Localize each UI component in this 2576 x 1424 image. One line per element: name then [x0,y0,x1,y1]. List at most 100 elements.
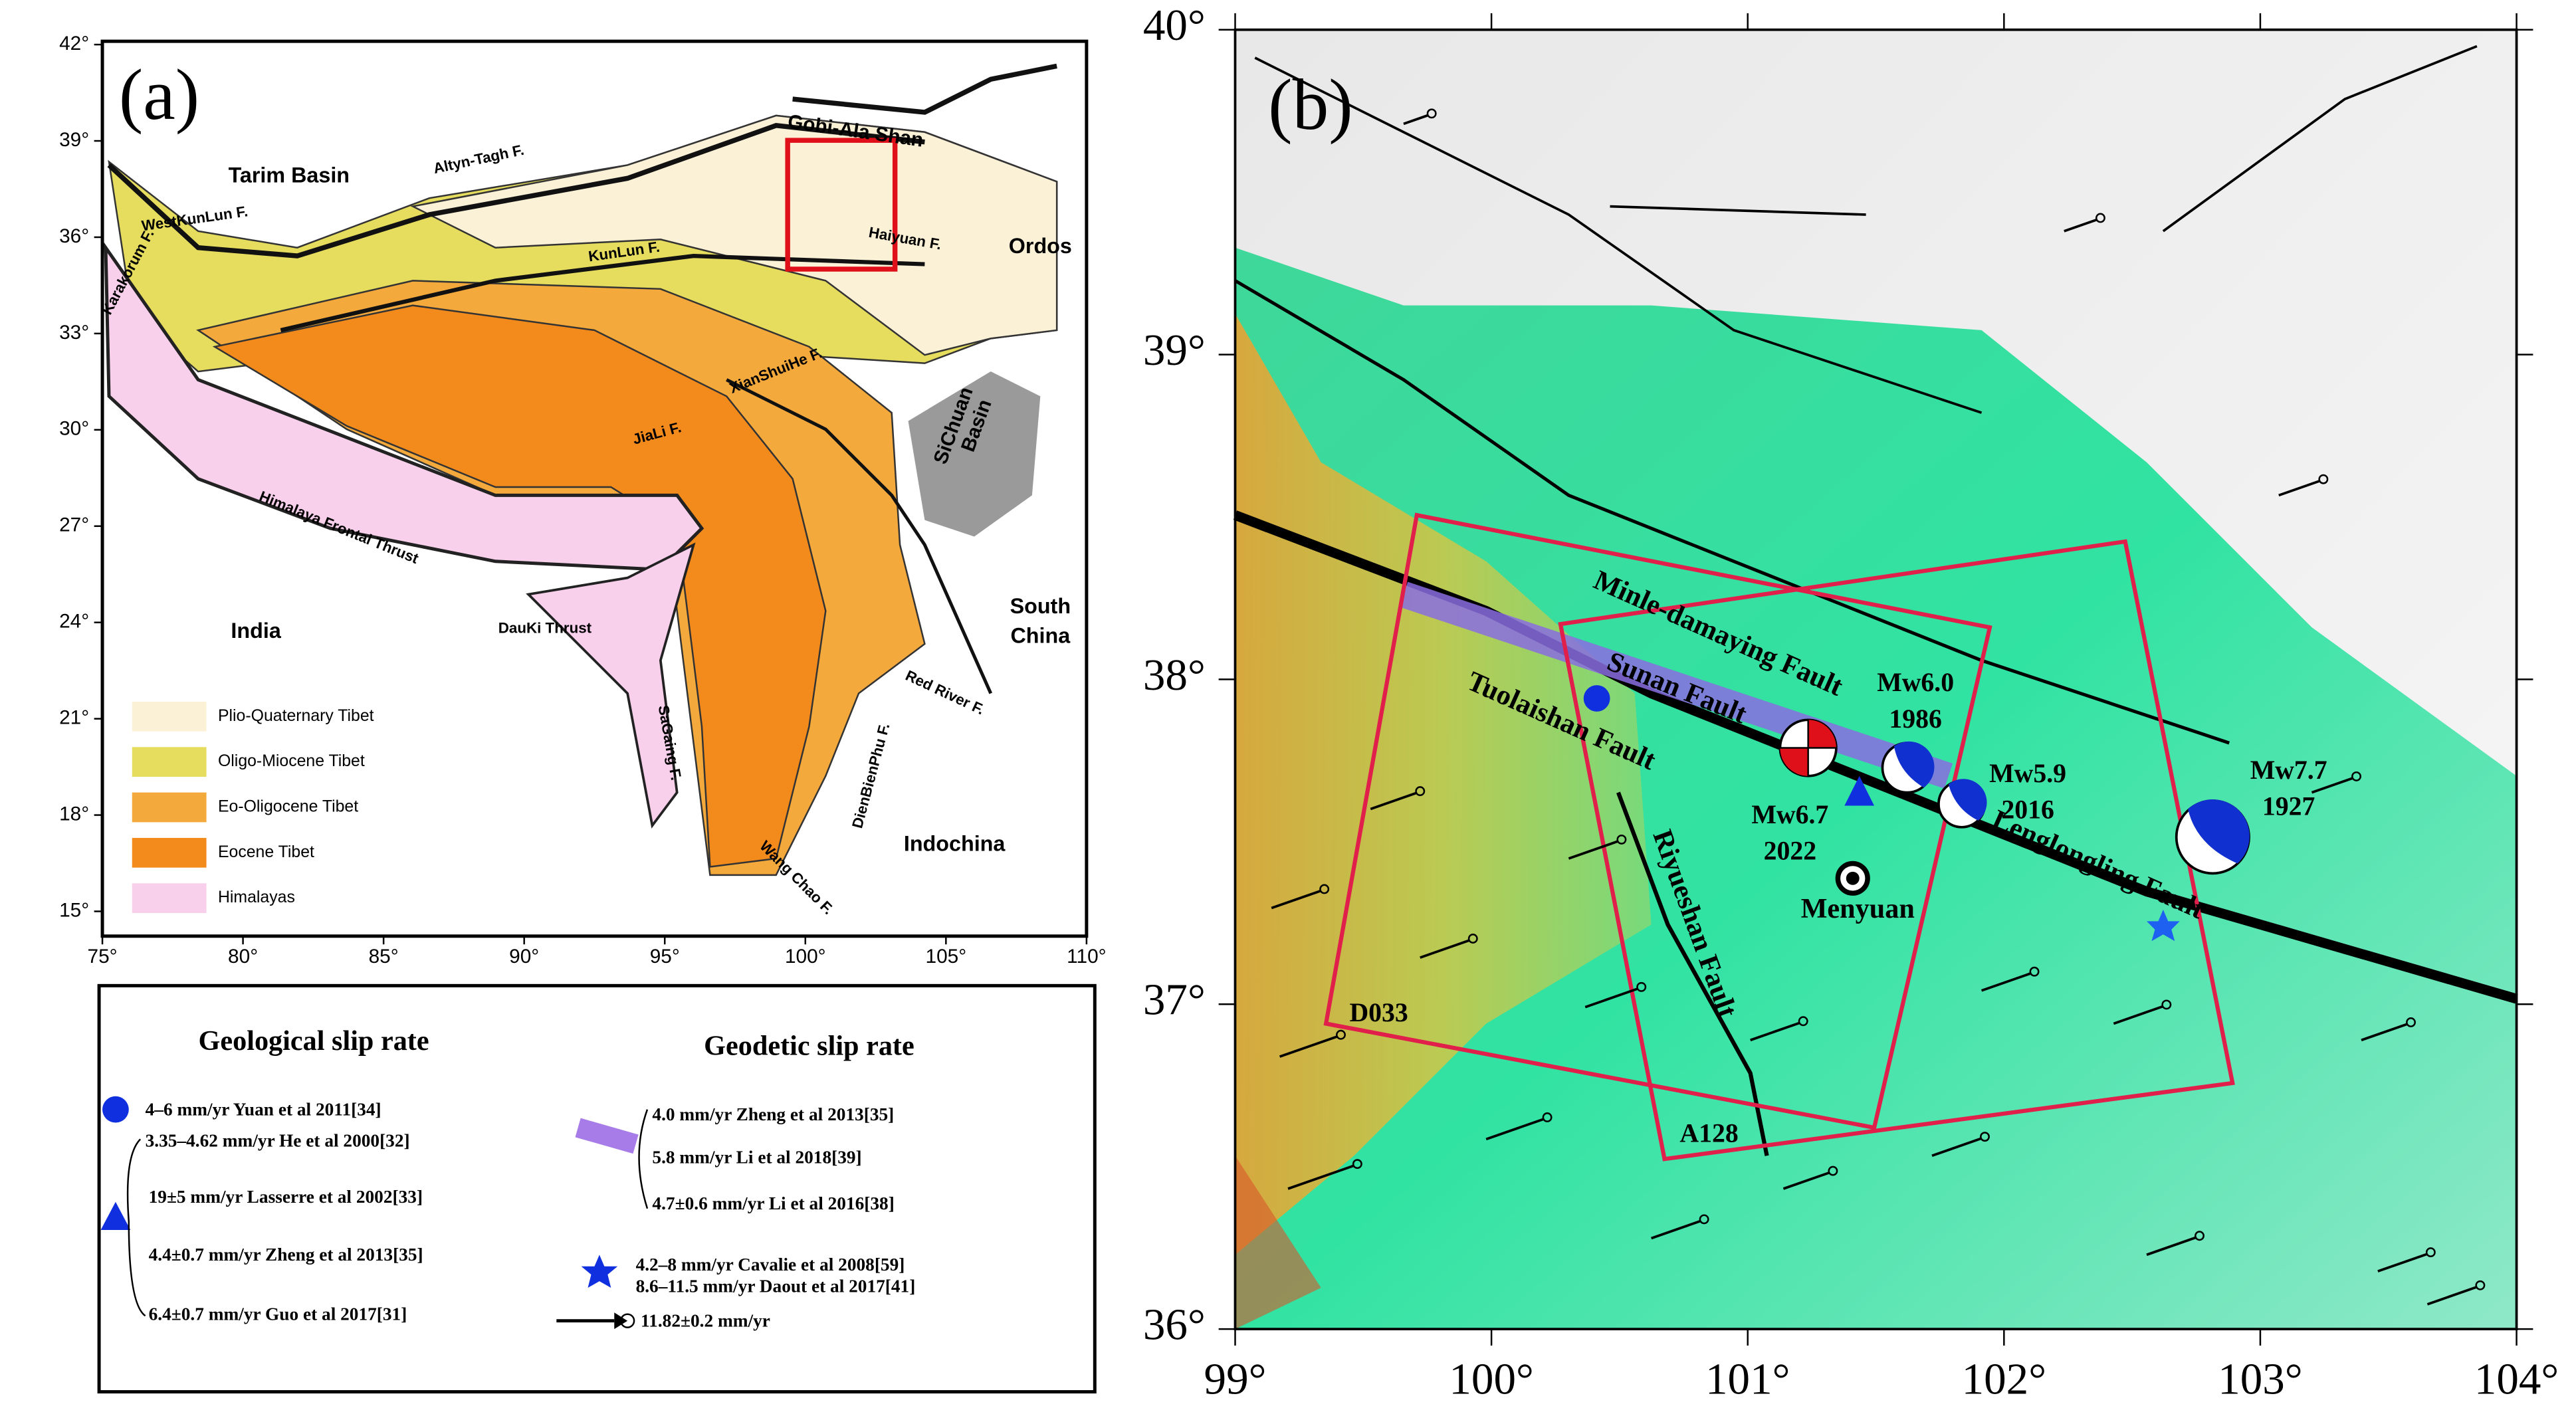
x-tick-label: 80° [228,946,258,967]
gps-error [1980,1132,1990,1142]
place-label: D033 [1349,998,1408,1027]
x-tick-label: 100° [785,946,826,967]
place-label: A128 [1679,1119,1738,1148]
legend-swatch [132,792,207,823]
fault-line [107,123,925,258]
legend-bracket [126,1138,146,1317]
legend-entry: 4.0 mm/yr Zheng et al 2013[35] [652,1104,894,1124]
legend-entry: 8.6–11.5 mm/yr Daout et al 2017[41] [636,1276,916,1296]
y-tick-label: 36° [1143,1300,1206,1350]
event-magnitude: Mw5.9 [1989,759,2066,788]
gps-error [2351,771,2362,781]
gps-arrow [2113,1005,2164,1025]
legend-frame [97,983,1097,1394]
gps-error [1352,1159,1362,1170]
legend-symbol [581,1255,618,1288]
y-tick-label: 15° [59,899,89,921]
legend-entry: 4.4±0.7 mm/yr Zheng et al 2013[35] [149,1245,423,1265]
gps-error [2406,1017,2416,1027]
panel-a [100,39,1089,938]
geodetic-site [2147,910,2180,942]
gps-vectors [1271,108,2486,1306]
y-tick-label: 40° [1143,0,1206,50]
gps-arrow [1403,114,1429,126]
legend-label: Oligo-Miocene Tibet [218,752,365,770]
place-label: China [1010,624,1071,648]
gps-error [1636,981,1647,992]
y-tick-label: 24° [59,611,89,633]
gps-arrow [1279,1035,1339,1058]
y-tick-label: 39° [1143,325,1206,375]
gps-arrow [1420,939,1470,959]
legend-entry: 19±5 mm/yr Lasserre et al 2002[33] [149,1187,423,1207]
gps-error [2095,213,2105,223]
focal-mechanism [2175,799,2250,875]
legend-entry: 4.2–8 mm/yr Cavalie et al 2008[59] [636,1255,905,1274]
y-tick-label: 30° [59,418,89,440]
event-magnitude: Mw6.7 [1751,800,1828,829]
legend-entry: 3.35–4.62 mm/yr He et al 2000[32] [146,1131,410,1151]
x-tick-label: 95° [650,946,680,967]
place-label: Indochina [904,832,1006,856]
gps-arrow [1271,889,1322,910]
gps-error [2425,1247,2436,1258]
x-tick-label: 90° [509,946,539,967]
gps-error [1828,1166,1838,1176]
fault-line [1234,279,2230,745]
x-tick-label: 100° [1449,1354,1533,1404]
gps-error [1319,884,1330,894]
gps-error [2318,474,2329,484]
event-magnitude: Mw7.7 [2250,756,2327,785]
event-magnitude: Mw6.0 [1877,668,1954,697]
place-label: South [1010,594,1071,618]
event-year: 2022 [1764,837,1817,866]
eocene-zone [212,304,827,868]
gps-arrow [1750,1021,1800,1042]
legend-swatch [132,701,207,732]
gps-error [1467,934,1478,944]
gps-error [2161,999,2172,1010]
legend-label: Plio-Quaternary Tibet [218,707,374,725]
place-label: Tarim Basin [229,163,350,187]
legend-entry: 5.8 mm/yr Li et al 2018[39] [652,1147,861,1167]
y-tick-label: 18° [59,803,89,825]
gps-arrow [1981,971,2032,992]
gps-arrow [2377,1253,2428,1272]
event-year: 2016 [2001,795,2054,825]
place-label: Menyuan [1801,893,1915,924]
gps-error [1542,1112,1553,1122]
highland-relief [1235,1156,1321,1330]
gps-arrow [2311,777,2354,794]
gps-arrow [1568,840,1619,860]
geologic-site [1844,775,1875,806]
y-tick-label: 21° [59,707,89,729]
x-tick-label: 104° [2474,1354,2559,1404]
legend-symbol [100,1201,131,1231]
place-label: Ordos [1009,234,1072,258]
fault-line [792,63,1057,115]
fault-line [1616,791,1769,1156]
legend-label: Eo-Oligocene Tibet [218,798,358,816]
slip-rate-band [1399,581,1953,789]
himalaya-eastern-zone [526,542,696,829]
y-tick-label: 27° [59,514,89,536]
fault-line [1254,56,1983,414]
focal-mechanism [1778,718,1838,777]
gps-arrow [1370,791,1418,811]
legend-symbol [102,1096,129,1123]
legend-title: Geological slip rate [199,1025,429,1057]
gps-arrow [1782,1171,1830,1190]
legend-label: Himalayas [218,888,295,906]
x-tick-label: 85° [369,946,399,967]
sichuan-basin [908,371,1041,537]
panel-label: (a) [119,54,199,135]
gps-arrow [1650,1219,1701,1240]
gps-error [2195,1231,2204,1241]
legend-symbol [575,1118,639,1154]
gps-error [1415,786,1426,797]
legend-entry: 4.7±0.6 mm/yr Li et al 2016[38] [652,1193,894,1213]
gps-arrow [2278,479,2321,497]
geologic-site [1583,685,1610,712]
gps-arrow [2426,1286,2478,1306]
legend-swatch [132,747,207,777]
